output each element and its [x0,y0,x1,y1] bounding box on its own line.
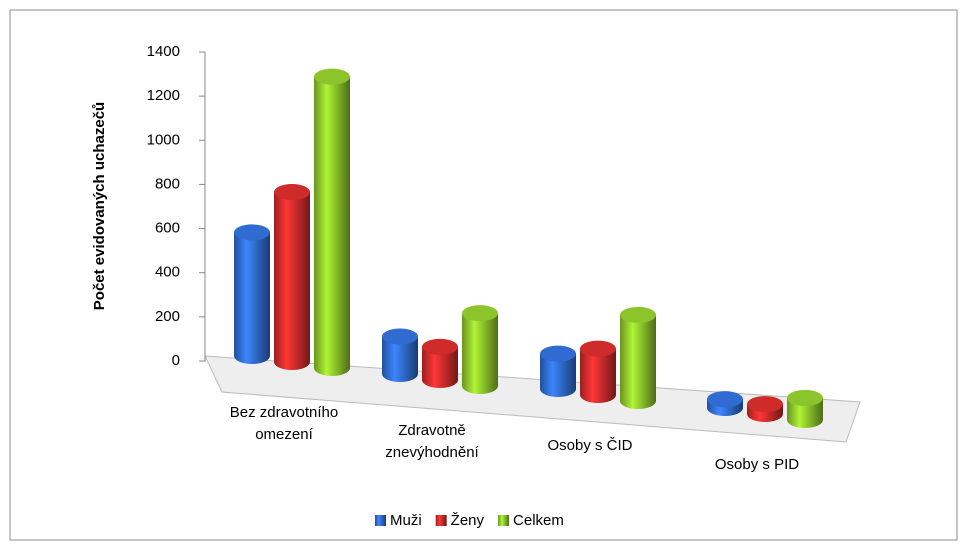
y-axis-label: Počet evidovaných uchazečů [91,102,108,310]
bar-top [314,68,350,85]
bar-top [382,328,418,345]
bar [462,305,498,394]
bar [707,391,743,416]
bar-top [747,396,783,413]
legend-label: Ženy [451,512,485,529]
bar [580,340,616,403]
y-tick-label: 200 [155,308,180,325]
bar-top [620,306,656,323]
bar-body [382,336,418,382]
bar-top [422,338,458,355]
y-tick-label: 1400 [147,43,180,60]
legend-swatch [435,515,447,526]
bar-body [620,314,656,409]
bar-body [422,346,458,388]
bar-top [234,224,270,241]
bar-body [580,348,616,403]
y-tick-label: 1200 [147,87,180,104]
bar-body [787,397,823,428]
bar [787,389,823,428]
bar [382,328,418,382]
bar-body [540,353,576,397]
y-tick-label: 1000 [147,131,180,148]
y-tick-label: 0 [172,352,180,369]
bar-top [580,340,616,357]
bar-top [540,345,576,362]
chart-frame [9,9,958,541]
x-tick-label: Zdravotně znevýhodnění [385,422,479,461]
legend-swatch [498,515,510,526]
bar-body [462,313,498,394]
y-tick-label: 600 [155,220,180,237]
x-tick-label: Osoby s PID [714,456,800,473]
legend-label: Celkem [513,512,564,529]
y-tick-label: 800 [155,175,180,192]
legend-swatch [375,515,386,526]
bar-body [274,192,310,370]
bar-top [462,305,498,322]
bar [747,396,783,422]
bar-top [707,391,743,408]
bar [314,68,350,377]
x-tick-label: Osoby s ČID [547,437,633,454]
bar-body [234,232,270,364]
bar [274,184,310,370]
y-tick-label: 400 [155,264,180,281]
bar [540,345,576,397]
bar [422,338,458,388]
bar-top [274,184,310,201]
bar [620,306,656,409]
legend-label: Muži [390,512,422,529]
bar [234,224,270,364]
x-tick-label: Bez zdravotního omezení [229,404,339,443]
bar-top [787,389,823,406]
bar-body [314,76,350,377]
